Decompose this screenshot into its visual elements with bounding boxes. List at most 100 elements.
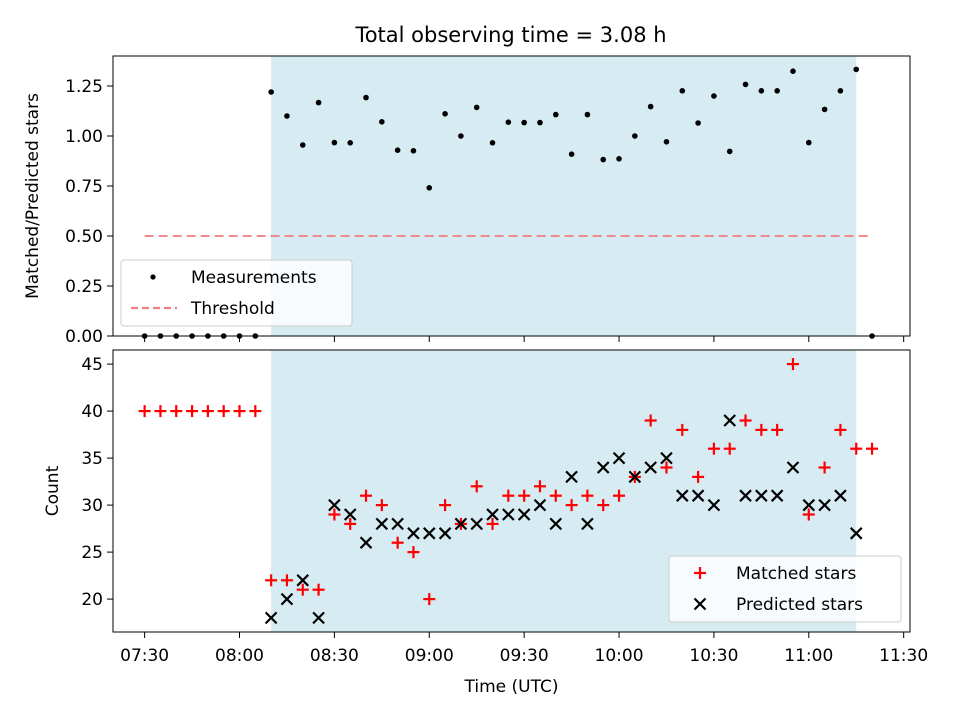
measurement-point (600, 156, 607, 163)
measurement-point (347, 140, 354, 146)
predicted-stars-point (454, 517, 468, 531)
matched-stars-point (170, 405, 183, 418)
predicted-stars-point (422, 527, 436, 540)
predicted-stars-point (502, 508, 515, 521)
measurement-point (695, 120, 701, 126)
top-marks (141, 66, 875, 339)
measurement-point (726, 148, 733, 155)
measurement-point (663, 139, 670, 145)
matched-stars-point (866, 442, 879, 455)
top-ytick-label: 0.50 (65, 227, 103, 247)
top-y-axis-label: Matched/Predicted stars (23, 93, 43, 299)
matched-stars-point (518, 489, 531, 502)
matched-stars-point (549, 489, 562, 502)
measurement-point (410, 148, 417, 154)
matched-stars-point (344, 517, 357, 530)
measurement-point (426, 185, 433, 191)
measurement-point (742, 81, 749, 88)
matched-stars-point (296, 583, 309, 596)
matched-stars-point (186, 405, 199, 418)
xtick-label: 08:30 (310, 646, 359, 666)
measurement-point (711, 93, 717, 99)
x-axis-label: Time (UTC) (464, 677, 559, 697)
predicted-stars-point (438, 527, 452, 540)
top-ytick-label: 0.75 (65, 177, 103, 197)
predicted-stars-point (723, 414, 737, 427)
top-ytick-label: 1.00 (65, 127, 103, 147)
matched-stars-point (360, 489, 373, 502)
measurement-point (473, 104, 480, 111)
matched-stars-point (771, 423, 784, 436)
matched-stars-point (818, 461, 831, 474)
predicted-stars-point (707, 498, 721, 512)
measurement-point (632, 133, 638, 139)
legend-matched-stars-marker (694, 567, 706, 579)
matched-stars-point (597, 499, 610, 512)
legend-matched-stars-label: Matched stars (736, 564, 856, 584)
measurement-point (805, 139, 812, 146)
measurement-point (505, 119, 512, 125)
legend-predicted-stars-marker (693, 597, 707, 611)
matched-stars-point (265, 574, 278, 587)
xtick-label: 09:30 (500, 646, 549, 666)
bottom-legend-box (668, 555, 902, 623)
xtick-label: 10:30 (689, 646, 738, 666)
predicted-stars-point (691, 489, 705, 502)
legend-x-glyph (693, 597, 707, 611)
predicted-stars-point (486, 508, 499, 521)
predicted-stars-point (407, 527, 420, 540)
predicted-stars-point (660, 451, 673, 465)
top-ytick-label: 0.00 (65, 327, 103, 347)
matched-stars-point (328, 508, 341, 521)
measurement-point (458, 133, 464, 139)
predicted-stars-point (834, 489, 847, 502)
predicted-stars-point (612, 451, 626, 465)
measurement-point (552, 111, 559, 118)
bottom-axes-frame (112, 349, 911, 633)
matched-stars-point (138, 405, 151, 418)
predicted-stars-point (280, 592, 294, 606)
matched-stars-point (217, 405, 230, 418)
bottom-y-axis-label: Count (43, 465, 63, 516)
matched-stars-point (850, 442, 863, 455)
matched-stars-point (423, 593, 436, 606)
bottom-x-ticks: 07:30 08:00 08:30 09:00 09:30 10:00 10:30 11:00… (120, 632, 928, 666)
matched-stars-point (660, 461, 673, 474)
predicted-stars-point (312, 611, 325, 625)
top-ytick-label: 1.25 (65, 77, 103, 97)
bottom-ytick-label: 45 (81, 355, 103, 375)
predicted-stars-point (676, 489, 689, 502)
measurement-point (331, 139, 338, 146)
predicted-stars-point (802, 498, 816, 512)
matched-stars-point (565, 499, 578, 512)
top-legend: Measurements Threshold (120, 259, 353, 327)
measurement-point (568, 151, 575, 157)
measurement-point (647, 103, 654, 110)
top-x-ticks (144, 336, 905, 342)
matched-stars-point (692, 470, 705, 483)
matched-stars-point (470, 480, 483, 493)
matched-stars-point (581, 489, 594, 502)
predicted-stars-point (581, 517, 594, 531)
predicted-stars-point (786, 461, 800, 474)
measurement-point (363, 94, 369, 101)
measurement-point (790, 68, 796, 74)
bottom-ytick-label: 25 (81, 543, 103, 563)
xtick-label: 11:30 (879, 646, 928, 666)
matched-stars-point (375, 499, 388, 512)
measurement-point (299, 142, 306, 148)
matched-stars-point (391, 536, 404, 549)
measurement-point (616, 156, 622, 162)
measurement-point (821, 106, 828, 113)
chart-title: Total observing time = 3.08 h (354, 23, 666, 47)
predicted-stars-point (375, 517, 389, 531)
legend-measurements-marker (150, 274, 156, 280)
matched-stars-point (834, 423, 847, 436)
matched-stars-point (154, 405, 167, 418)
top-legend-box (120, 259, 353, 327)
predicted-stars-point (470, 517, 483, 531)
matched-stars-point (249, 405, 262, 418)
bottom-marks (138, 358, 879, 625)
matched-stars-point (233, 405, 246, 418)
measurement-point (758, 88, 765, 94)
